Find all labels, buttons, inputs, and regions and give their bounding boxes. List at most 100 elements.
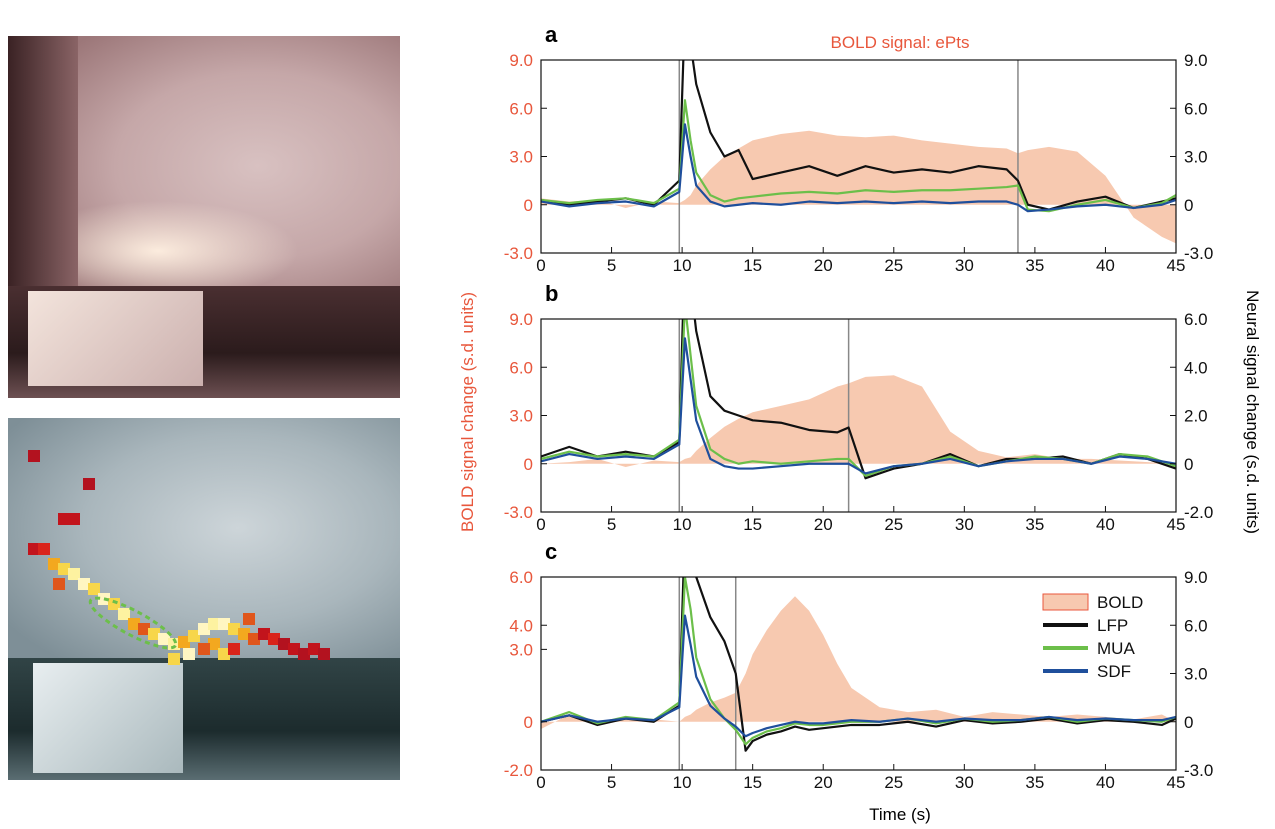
right-y-axis-label: Neural signal change (s.d. units)	[1243, 290, 1262, 534]
activation-voxel	[68, 568, 80, 580]
x-tick-label: 35	[1025, 256, 1044, 275]
activation-voxel	[218, 648, 230, 660]
y-tick-label-right: 2.0	[1184, 407, 1208, 426]
y-tick-label-right: -3.0	[1184, 244, 1213, 263]
sdf-line-series	[541, 123, 1176, 213]
activation-voxel	[148, 628, 160, 640]
activation-voxel	[243, 613, 255, 625]
y-tick-label-left: -3.0	[504, 244, 533, 263]
x-tick-label: 25	[884, 773, 903, 792]
activation-voxel	[188, 630, 200, 642]
dark-tissue-region	[8, 36, 78, 286]
activation-voxel	[128, 618, 140, 630]
y-tick-label-left: -2.0	[504, 761, 533, 780]
y-tick-label-right: 3.0	[1184, 148, 1208, 167]
y-tick-label-left: -3.0	[504, 503, 533, 522]
y-tick-label-right: 0	[1184, 196, 1193, 215]
y-tick-label-left: 0	[524, 196, 533, 215]
roi-outline	[88, 596, 178, 650]
legend-entry-mua: MUA	[1043, 639, 1135, 658]
x-tick-label: 40	[1096, 773, 1115, 792]
legend: BOLD LFP MUA SDF	[1042, 593, 1143, 681]
y-tick-label-right: 6.0	[1184, 99, 1208, 118]
legend-swatch	[1042, 593, 1089, 611]
activation-voxel	[318, 648, 330, 660]
activation-voxel	[208, 638, 220, 650]
y-tick-label-right: 6.0	[1184, 310, 1208, 329]
activation-voxel	[138, 623, 150, 635]
activation-voxel	[183, 648, 195, 660]
activation-voxel	[268, 633, 280, 645]
activation-voxel	[78, 578, 90, 590]
x-tick-label: 15	[743, 515, 762, 534]
y-tick-label-left: 6.0	[509, 568, 533, 587]
x-tick-label: 30	[955, 515, 974, 534]
y-tick-label-right: -3.0	[1184, 761, 1213, 780]
activation-voxel	[53, 578, 65, 590]
y-tick-label-right: -2.0	[1184, 503, 1213, 522]
x-tick-label: 5	[607, 515, 616, 534]
x-tick-label: 25	[884, 515, 903, 534]
activation-voxel	[218, 618, 230, 630]
x-axis-label: Time (s)	[869, 805, 931, 824]
activation-voxel	[88, 583, 100, 595]
activation-voxel	[158, 633, 170, 645]
bright-tissue-region	[33, 663, 183, 773]
legend-label: SDF	[1097, 662, 1131, 681]
x-tick-label: 0	[536, 515, 545, 534]
activation-voxel	[178, 636, 190, 648]
legend-entry-lfp: LFP	[1043, 616, 1128, 635]
activation-voxel	[28, 450, 40, 462]
activation-voxel	[118, 608, 130, 620]
x-tick-label: 20	[814, 515, 833, 534]
y-tick-label-right: 4.0	[1184, 358, 1208, 377]
x-tick-label: 40	[1096, 256, 1115, 275]
x-tick-label: 45	[1167, 515, 1186, 534]
y-tick-label-right: 0	[1184, 713, 1193, 732]
y-tick-label-left: 9.0	[509, 310, 533, 329]
activation-voxel	[58, 513, 70, 525]
x-tick-label: 30	[955, 256, 974, 275]
bold-area-series	[541, 130, 1176, 244]
legend-entry-sdf: SDF	[1043, 662, 1131, 681]
y-tick-label-right: 3.0	[1184, 665, 1208, 684]
x-tick-label: 10	[673, 256, 692, 275]
x-tick-label: 30	[955, 773, 974, 792]
chart-title: BOLD signal: ePts	[831, 33, 970, 52]
x-tick-label: 45	[1167, 256, 1186, 275]
sdf-line-series	[541, 337, 1176, 475]
activation-voxel	[83, 478, 95, 490]
x-tick-label: 20	[814, 256, 833, 275]
x-tick-label: 20	[814, 773, 833, 792]
x-tick-label: 40	[1096, 515, 1115, 534]
bold-area-series	[541, 375, 1176, 467]
activation-voxel	[168, 653, 180, 665]
activation-voxel	[48, 558, 60, 570]
panel-letter: b	[545, 281, 558, 306]
sdf-line-series	[541, 614, 1176, 738]
y-tick-label-left: 4.0	[509, 616, 533, 635]
y-tick-label-left: 6.0	[509, 358, 533, 377]
activation-voxel	[198, 623, 210, 635]
y-tick-label-left: 0	[524, 713, 533, 732]
anatomical-mri-image	[8, 36, 400, 398]
activation-voxel	[68, 513, 80, 525]
x-tick-label: 0	[536, 773, 545, 792]
bright-tissue-region	[28, 291, 203, 386]
activation-voxel	[228, 623, 240, 635]
activation-voxel	[208, 618, 220, 630]
activation-voxel	[228, 643, 240, 655]
activation-voxel	[168, 638, 180, 650]
y-tick-label-left: 3.0	[509, 640, 533, 659]
activation-voxel	[108, 598, 120, 610]
activation-voxel	[38, 543, 50, 555]
x-tick-label: 25	[884, 256, 903, 275]
x-tick-label: 5	[607, 256, 616, 275]
legend-label: BOLD	[1097, 593, 1143, 612]
chart-panel-a: a0 5 10 15 20 25 30 35 40 459.06.03.00-3.09.06.03…	[504, 22, 1214, 275]
x-tick-label: 35	[1025, 515, 1044, 534]
y-tick-label-left: 6.0	[509, 99, 533, 118]
x-tick-label: 10	[673, 773, 692, 792]
activation-voxel	[258, 628, 270, 640]
